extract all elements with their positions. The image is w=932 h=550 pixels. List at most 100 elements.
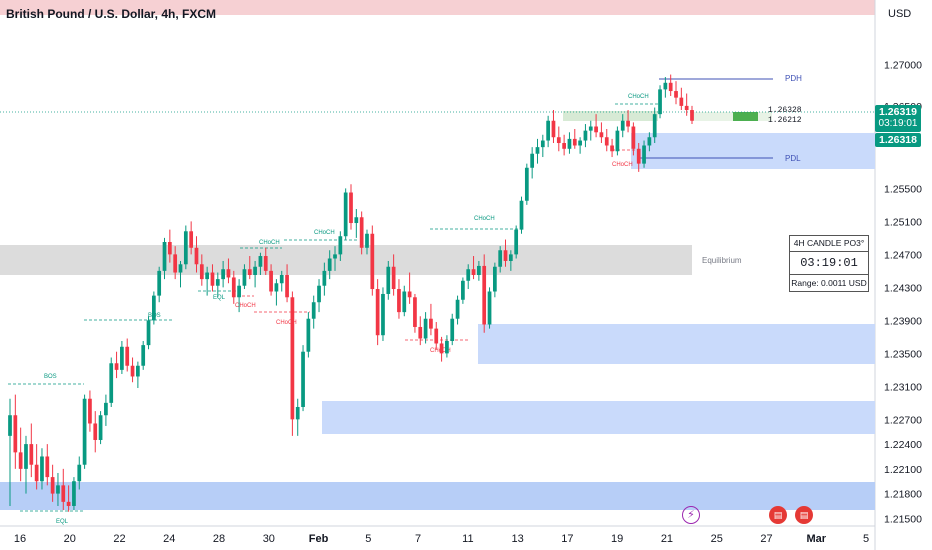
lightning-icon[interactable]: ⚡ (682, 506, 700, 524)
candle-body (530, 153, 535, 168)
candle-body (551, 120, 556, 138)
candle-body (247, 269, 252, 275)
order-block-zone (563, 111, 658, 121)
structure-lines (8, 103, 658, 512)
choch-red-label-1: CHoCH (235, 303, 256, 309)
candle-body (221, 269, 225, 280)
price-tick-label: 1.22400 (884, 439, 922, 451)
candle-body (461, 280, 465, 300)
candle-body (93, 423, 98, 440)
candle-body (125, 346, 130, 366)
candle-body (375, 289, 380, 336)
candle-body (626, 120, 630, 127)
time-tick-label: 11 (462, 533, 473, 545)
time-tick-label: 17 (561, 533, 573, 545)
bar-countdown: 03:19:01 (878, 118, 918, 129)
candle-body (652, 114, 657, 138)
price-tick-label: 1.23100 (884, 381, 922, 393)
candle-body (306, 318, 311, 352)
price-tick-label: 1.22700 (884, 414, 922, 426)
time-tick-label: 13 (512, 533, 524, 545)
candle-body (269, 270, 273, 292)
candle-body (130, 365, 135, 377)
pdl-label: PDL (785, 154, 801, 163)
candle-body (455, 299, 460, 319)
currency-selector[interactable]: USD (888, 8, 912, 20)
time-tick-label: 16 (14, 533, 26, 545)
choch-label-3: CHoCH (474, 216, 495, 222)
candle-body (615, 130, 620, 152)
candle-body (13, 415, 18, 453)
candle-body (8, 415, 12, 436)
candle-body (423, 318, 428, 339)
demand-zone-2 (322, 401, 875, 434)
candle-body (45, 456, 50, 478)
candle-body (556, 137, 561, 144)
candle-body (359, 217, 364, 248)
zone-price-a: 1.26328 (768, 106, 802, 115)
candle-body (562, 143, 566, 149)
candle-body (546, 120, 551, 141)
us-flag-event-icon-1[interactable]: ▤ (769, 506, 787, 524)
structure-labels: BOS BOS EQL EQL CHoCH CHoCH CHoCH CHoCH … (44, 94, 649, 525)
candle-body (429, 318, 433, 329)
candle-body (77, 464, 82, 482)
candle-body (178, 264, 183, 273)
candle-body (391, 266, 396, 290)
candle-body (274, 283, 279, 292)
candle-body (157, 270, 162, 296)
candle-body (295, 406, 300, 420)
candle-body (524, 167, 529, 201)
candle-body (50, 477, 55, 494)
candle-body (588, 126, 593, 131)
us-flag-event-icon-2[interactable]: ▤ (795, 506, 813, 524)
candle-body (631, 126, 636, 149)
candle-body (658, 89, 662, 115)
time-tick-label: Mar (806, 533, 826, 545)
candle-body (333, 254, 337, 259)
time-tick-label: 28 (213, 533, 225, 545)
candle-body (322, 270, 327, 286)
candle-body (114, 363, 119, 370)
chart-title: British Pound / U.S. Dollar, 4h, FXCM (6, 7, 217, 21)
po3-panel-countdown: 03:19:01 (790, 252, 868, 275)
candle-body (567, 138, 572, 149)
candle-body (386, 266, 391, 294)
time-axis: 16 20 22 24 28 30 Feb 5 7 11 13 17 19 21 25 27 Mar 5 (14, 533, 869, 545)
candle-body (583, 130, 588, 141)
candle-body (136, 365, 140, 377)
candle-body (450, 318, 455, 341)
time-tick-label: 22 (113, 533, 125, 545)
price-tick-label: 1.27000 (884, 60, 922, 72)
top-supply-band (0, 0, 875, 15)
candle-body (146, 320, 151, 346)
candle-body (594, 126, 598, 133)
time-tick-label: 25 (711, 533, 723, 545)
candle-body (56, 485, 60, 494)
candle-body (690, 110, 694, 121)
po3-box (733, 112, 758, 121)
candle-body (599, 132, 604, 138)
time-tick-label: Feb (309, 533, 329, 545)
candle-body (492, 266, 497, 292)
time-tick-label: 5 (365, 533, 371, 545)
candle-body (24, 444, 28, 469)
choch-label-2: CHoCH (314, 230, 335, 236)
eql-label-2: EQL (56, 519, 69, 525)
candle-body (445, 340, 449, 354)
candle-body (578, 140, 582, 146)
demand-zone-3 (0, 482, 875, 510)
po3-indicator-panel: 4H CANDLE PO3° 03:19:01 Range: 0.0011 US… (789, 235, 869, 292)
candle-body (285, 275, 289, 298)
candle-body (290, 297, 295, 420)
candle-body (397, 289, 401, 313)
candle-body (311, 302, 316, 319)
candle-body (519, 200, 524, 230)
price-axis: 1.270001.265001.255001.251001.247001.243… (884, 60, 922, 526)
candle-body (604, 137, 609, 146)
candle-body (61, 485, 66, 502)
candle-body (167, 242, 172, 255)
candle-body (72, 481, 76, 506)
candle-body (540, 140, 545, 148)
